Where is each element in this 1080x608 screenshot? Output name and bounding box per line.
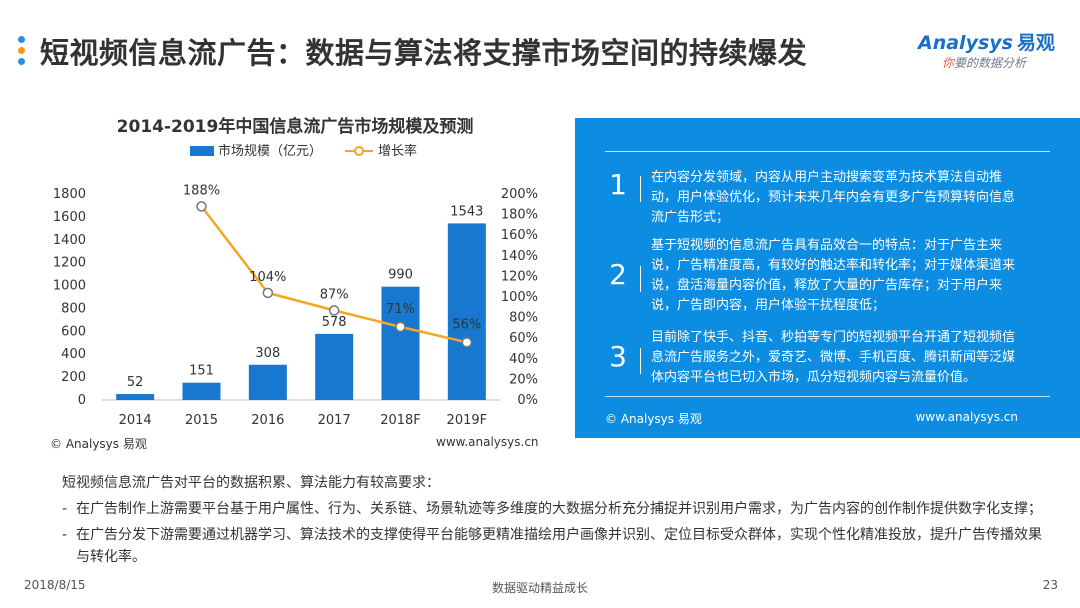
y-left-tick-label: 1200 — [53, 256, 86, 271]
y-right-tick-label: 140% — [501, 249, 538, 264]
panel-bottom-divider — [605, 396, 1050, 397]
bar-2016 — [248, 364, 287, 400]
summary-intro: 短视频信息流广告对平台的数据积累、算法能力有较高要求： — [62, 475, 440, 491]
growth-point-2017 — [328, 305, 340, 316]
bar-2017 — [315, 333, 354, 400]
bar-label-2015: 151 — [189, 364, 214, 379]
growth-label-2018F: 71% — [386, 302, 415, 317]
footer-date: 2018/8/15 — [24, 578, 86, 592]
y-left-tick-label: 1000 — [53, 279, 86, 294]
insight-number: 3 — [609, 340, 627, 373]
y-right-tick-label: 100% — [501, 290, 538, 305]
growth-point-2018F — [395, 321, 406, 333]
growth-label-2016: 104% — [249, 270, 286, 285]
growth-point-2015 — [196, 201, 207, 212]
footer-slogan: 数据驱动精益成长 — [491, 581, 588, 595]
insight-number: 1 — [609, 168, 627, 201]
y-left-tick-label: 400 — [61, 347, 86, 362]
growth-point-2016 — [262, 287, 274, 299]
y-right-tick-label: 0% — [517, 393, 538, 408]
y-right-tick-label: 160% — [501, 228, 538, 243]
bar-2018F — [381, 286, 420, 400]
insight-number: 2 — [609, 258, 627, 291]
market-size-chart: 市场规模（亿元） 增长率 0 200 400 600 800 1000 1200 1400 1600… — [53, 143, 538, 428]
logo-main-zh: 易观 — [1016, 32, 1055, 54]
insight-text: 基于短视频的信息流广告具有品效合一的特点：对于广告主来说，广告精准度高，有较好的… — [651, 238, 1016, 313]
insight-separator — [640, 348, 641, 374]
page-number: 23 — [1042, 578, 1058, 592]
y-right-tick-label: 120% — [501, 269, 538, 284]
logo-slogan-rest: 要的数据分析 — [954, 56, 1027, 70]
growth-label-2019F: 56% — [452, 317, 481, 332]
bar-label-2017: 578 — [322, 315, 347, 330]
logo-slogan: 你要的数据分析 — [942, 54, 1026, 71]
bullet-dash: - — [62, 501, 68, 517]
dot-2 — [18, 47, 25, 54]
x-tick-label: 2017 — [318, 413, 351, 428]
bar-2019F — [447, 223, 486, 400]
legend-label-bar: 市场规模（亿元） — [218, 143, 322, 159]
y-right-tick-label: 40% — [509, 352, 538, 367]
bar-label-2018F: 990 — [388, 268, 413, 283]
chart-source-left: © Analysys 易观 — [50, 437, 147, 451]
chart-source-right: www.analysys.cn — [436, 435, 539, 449]
growth-point-2019F — [461, 337, 473, 348]
x-tick-label: 2014 — [119, 413, 152, 428]
y-left-tick-label: 1400 — [53, 233, 86, 248]
dot-3 — [18, 58, 25, 65]
x-tick-label: 2015 — [185, 413, 218, 428]
x-tick-label: 2019F — [447, 413, 488, 428]
y-left-tick-label: 0 — [78, 393, 86, 408]
panel-source-right: www.analysys.cn — [915, 410, 1018, 424]
analysys-logo: Analysys 易观 你要的数据分析 — [918, 28, 1058, 76]
legend-marker-line — [354, 146, 364, 156]
logo-main-en: Analysys — [918, 32, 1013, 54]
bullet-text: 在广告分发下游需要通过机器学习、算法技术的支撑使得平台能够更精准描绘用户画像并识… — [76, 527, 1042, 565]
bullet-text: 在广告制作上游需要平台基于用户属性、行为、关系链、场景轨迹等多维度的大数据分析充… — [76, 501, 1042, 517]
summary-bullet-2: - 在广告分发下游需要通过机器学习、算法技术的支撑使得平台能够更精准描绘用户画像… — [62, 524, 1052, 568]
bullet-dash: - — [62, 527, 68, 543]
y-right-tick-label: 20% — [509, 372, 538, 387]
y-right-tick-label: 80% — [509, 311, 538, 326]
growth-label-2015: 188% — [183, 183, 220, 198]
y-right-tick-label: 200% — [501, 187, 538, 202]
page-title: 短视频信息流广告：数据与算法将支撑市场空间的持续爆发 — [40, 36, 808, 70]
y-left-tick-label: 600 — [61, 324, 86, 339]
insight-separator — [640, 266, 641, 292]
y-right-tick-label: 60% — [509, 331, 538, 346]
bar-label-2019F: 1543 — [450, 204, 483, 219]
bar-2015 — [182, 382, 221, 400]
bar-label-2016: 308 — [255, 346, 280, 361]
y-left-tick-label: 1800 — [53, 187, 86, 202]
summary-bullet-1: - 在广告制作上游需要平台基于用户属性、行为、关系链、场景轨迹等多维度的大数据分… — [62, 498, 1052, 520]
logo-main: Analysys 易观 — [918, 28, 1055, 55]
dot-1 — [18, 36, 25, 43]
y-left-tick-label: 800 — [61, 301, 86, 316]
summary: 短视频信息流广告对平台的数据积累、算法能力有较高要求： - 在广告制作上游需要平… — [62, 472, 1052, 568]
legend-label-line: 增长率 — [378, 143, 417, 159]
logo-slogan-ni: 你 — [942, 56, 955, 70]
bar-label-2014: 52 — [127, 375, 144, 390]
insight-panel: 1 在内容分发领域，内容从用户主动搜索变革为技术算法自动推动，用户体验优化，预计… — [575, 118, 1080, 438]
y-left-tick-label: 1600 — [53, 210, 86, 225]
insight-text: 在内容分发领域，内容从用户主动搜索变革为技术算法自动推动，用户体验优化，预计未来… — [651, 170, 1016, 225]
title-dots — [18, 36, 26, 69]
insight-text: 目前除了快手、抖音、秒拍等专门的短视频平台开通了短视频信息流广告服务之外，爱奇艺… — [651, 330, 1016, 385]
legend-swatch-bar — [190, 146, 214, 156]
y-left-tick-label: 200 — [61, 370, 86, 385]
chart-title: 2014-2019年中国信息流广告市场规模及预测 — [116, 117, 474, 137]
y-right-tick-label: 180% — [501, 208, 538, 223]
panel-source-left: © Analysys 易观 — [605, 412, 702, 426]
panel-top-divider — [605, 151, 1050, 152]
x-tick-label: 2016 — [251, 413, 284, 428]
bar-2014 — [116, 394, 155, 400]
insight-separator — [640, 176, 641, 202]
x-tick-label: 2018F — [380, 413, 421, 428]
growth-label-2017: 87% — [320, 287, 349, 302]
